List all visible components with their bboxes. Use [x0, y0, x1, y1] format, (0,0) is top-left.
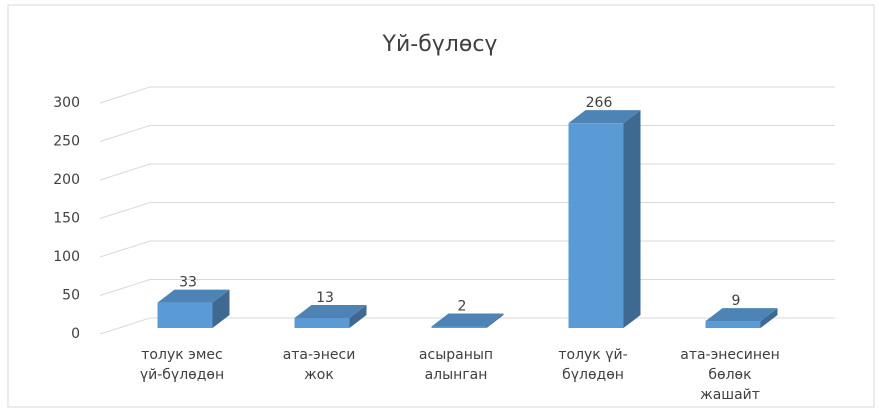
x-tick-label-line: ата-энеси — [283, 347, 356, 363]
data-label: 2 — [458, 298, 467, 314]
bar-front — [157, 302, 213, 328]
chart-title: Үй-бүлөсү — [382, 32, 498, 57]
bar-top — [294, 304, 367, 318]
y-tick-label: 150 — [53, 211, 80, 227]
data-label: 9 — [732, 293, 741, 309]
x-tick-label-line: жок — [304, 367, 334, 383]
bar-top — [431, 313, 504, 327]
x-tick-label: толук үй-бүлөдөн — [558, 347, 627, 383]
bar — [294, 304, 367, 328]
bar-side — [760, 308, 778, 328]
bar-front — [294, 317, 350, 328]
x-tick-label-line: алынган — [425, 367, 488, 383]
bar-front — [431, 326, 487, 328]
x-tick-label-line: бөлөк — [708, 367, 751, 383]
x-tick-label: ата-энесинен бөлөк жашайт — [680, 347, 780, 403]
bar-top — [568, 110, 641, 124]
x-tick-label-line: толук эмес — [141, 347, 222, 363]
x-tick-label-line: бүлөдөн — [562, 367, 624, 383]
data-label: 33 — [179, 275, 197, 291]
bar — [157, 289, 230, 328]
y-tick-label: 0 — [71, 326, 80, 342]
bar-side — [623, 110, 641, 329]
bar — [705, 308, 778, 328]
x-tick-label-line: үй-бүлөдөн — [140, 367, 224, 383]
x-tick-label: асыранып алынган — [419, 347, 493, 383]
y-tick-label: 100 — [53, 249, 80, 265]
y-tick-label: 300 — [53, 95, 80, 111]
data-label: 13 — [316, 290, 334, 306]
x-tick-label-line: жашайт — [700, 387, 760, 403]
chart-frame — [7, 4, 875, 408]
x-tick-label-line: толук үй- — [558, 347, 627, 363]
x-tick-label: ата-энеси жок — [283, 347, 356, 383]
bar — [568, 110, 641, 329]
y-tick-label: 50 — [62, 288, 80, 304]
bar-top — [157, 289, 230, 303]
grid-line — [99, 86, 835, 104]
y-tick-label: 250 — [53, 134, 80, 150]
x-tick-label-line: асыранып — [419, 347, 493, 363]
x-tick-label: толук эмес үй-бүлөдөн — [140, 347, 224, 383]
bar-side — [212, 289, 230, 328]
y-tick-label: 200 — [53, 172, 80, 188]
data-label: 266 — [586, 95, 613, 111]
bar-front — [705, 321, 761, 328]
x-tick-label-line: ата-энесинен — [680, 347, 780, 363]
bar-side — [349, 304, 367, 328]
bar-top — [705, 308, 778, 322]
bar — [431, 313, 504, 328]
bar-front — [568, 123, 624, 329]
bar-side — [486, 313, 504, 328]
